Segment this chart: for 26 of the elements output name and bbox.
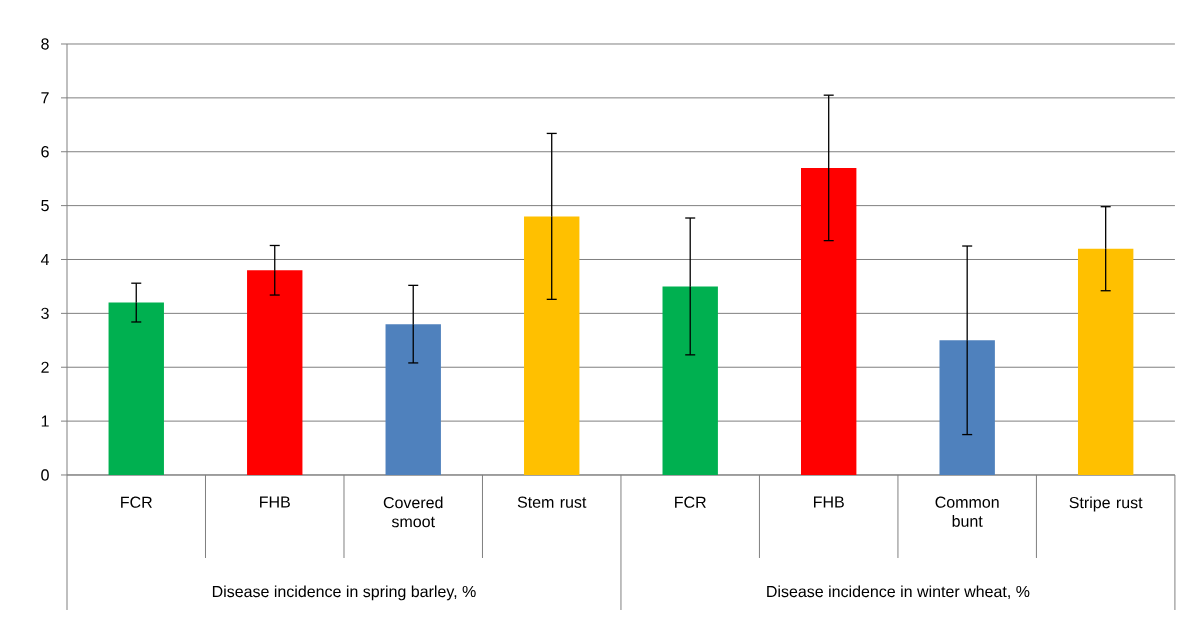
bar: [801, 167, 857, 475]
x-tick-label: FCR: [675, 496, 706, 508]
x-tick-label: FHB: [814, 496, 844, 508]
x-tick-label: Stripe rust: [1069, 496, 1143, 512]
bar: [662, 286, 718, 475]
x-tick-label: FCR: [121, 496, 152, 508]
text: Disease incidence in spring barley, %: [212, 585, 476, 601]
x-tick-label: Covered smoot: [383, 496, 443, 528]
x-tick-label: Stem rust: [517, 496, 587, 508]
bar: [524, 216, 580, 475]
y-tick-label: 8: [41, 38, 49, 50]
bar: [1077, 248, 1134, 475]
text: Disease incidence in winter wheat, %: [767, 585, 1030, 600]
y-tick-label: 7: [41, 92, 49, 104]
y-tick-label: 1: [41, 415, 49, 427]
y-tick-label: 5: [41, 200, 49, 212]
y-tick-label: 4: [40, 253, 50, 265]
y-tick-label: 3: [41, 307, 49, 320]
x-tick-label: FHB: [260, 496, 290, 508]
bar: [108, 302, 164, 475]
y-tick-label: 0: [41, 469, 49, 481]
bar: [247, 270, 303, 475]
bar: [385, 324, 441, 475]
y-tick-label: 6: [41, 146, 49, 158]
x-tick-label: Common bunt: [935, 496, 999, 527]
y-tick-label: 2: [41, 361, 49, 373]
